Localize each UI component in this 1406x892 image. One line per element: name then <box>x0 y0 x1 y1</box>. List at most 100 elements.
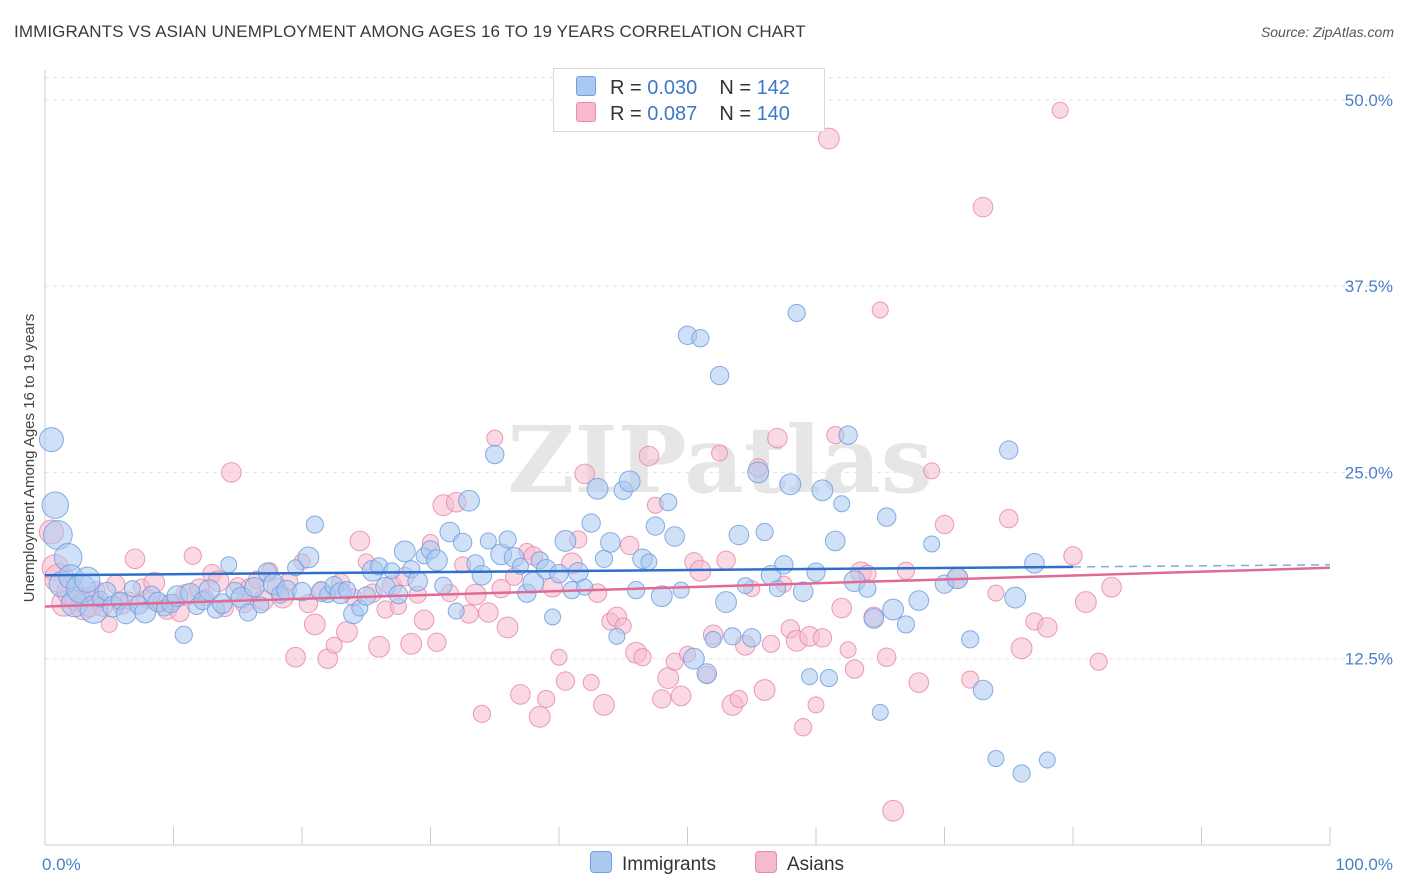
axes <box>44 70 1331 846</box>
n-value-asians: 140 <box>756 103 790 125</box>
immigrants-point <box>811 479 834 502</box>
immigrants-point <box>305 515 324 534</box>
immigrants-point <box>74 566 101 593</box>
asians-point <box>528 705 551 728</box>
immigrants-point <box>594 549 614 568</box>
immigrants-point <box>645 516 666 536</box>
immigrants-point <box>600 532 621 553</box>
asians-point <box>972 196 994 218</box>
immigrants-point <box>337 581 357 600</box>
immigrants-point <box>549 564 569 584</box>
immigrants-point <box>664 526 685 547</box>
immigrants-point <box>819 668 838 688</box>
immigrants-point <box>452 532 473 553</box>
n-label: N = <box>719 103 751 125</box>
immigrants-legend-swatch <box>590 851 612 873</box>
immigrants-point <box>38 427 64 453</box>
asians-point <box>574 463 596 485</box>
immigrants-point <box>806 562 826 582</box>
x-tick-label-min: 0.0% <box>42 855 81 874</box>
asians-point <box>817 127 840 150</box>
immigrants-point <box>485 444 505 465</box>
legend-label-asians: Asians <box>787 854 845 875</box>
immigrants-trend-line <box>44 565 1074 577</box>
immigrants-point <box>987 750 1005 768</box>
immigrants-point <box>691 329 710 348</box>
asians-point <box>496 616 519 639</box>
asians-swatch <box>576 102 596 122</box>
immigrants-point <box>41 491 69 519</box>
y-tick-label: 25.0% <box>1345 463 1393 482</box>
immigrants-point <box>871 703 889 721</box>
asians-point <box>961 670 980 689</box>
x-tick-label-max: 100.0% <box>1335 855 1393 874</box>
immigrants-point <box>650 585 673 608</box>
asians-point <box>839 641 857 659</box>
r-value-immigrants: 0.030 <box>647 77 698 99</box>
r-value-asians: 0.087 <box>647 103 698 125</box>
immigrants-point <box>723 627 742 646</box>
n-value-immigrants: 142 <box>756 77 790 99</box>
y-tick-label: 50.0% <box>1345 91 1393 110</box>
immigrants-point <box>672 581 690 599</box>
series-immigrants <box>38 303 1056 783</box>
asians-point <box>987 584 1005 602</box>
immigrants-point <box>1004 586 1027 609</box>
asians-point <box>1063 546 1083 566</box>
immigrants-point <box>833 495 851 513</box>
immigrants-point <box>972 679 994 701</box>
asians-point <box>582 674 600 692</box>
immigrants-point <box>426 549 448 572</box>
asians-point <box>999 508 1019 529</box>
immigrants-point <box>618 470 641 493</box>
asians-point <box>657 667 680 689</box>
chart-source: Source: ZipAtlas.com <box>1260 24 1394 40</box>
legend-item-immigrants: Immigrants <box>590 851 716 876</box>
immigrants-point <box>728 524 750 546</box>
immigrants-point <box>923 535 941 553</box>
immigrants-point <box>704 630 722 648</box>
immigrants-point <box>999 440 1019 460</box>
immigrants-point <box>742 628 762 648</box>
immigrants-point <box>212 593 233 614</box>
immigrants-point <box>581 513 601 533</box>
immigrants-point <box>1038 751 1056 769</box>
immigrants-point <box>447 602 465 620</box>
immigrants-point <box>961 630 980 649</box>
immigrants-point <box>383 562 401 580</box>
asians-point <box>711 444 729 462</box>
asians-point <box>831 597 853 619</box>
legend-label-immigrants: Immigrants <box>622 854 716 875</box>
immigrants-point <box>1024 553 1045 574</box>
asians-point <box>716 550 736 571</box>
asians-point <box>934 514 955 535</box>
immigrants-point <box>297 546 320 569</box>
asians-point <box>336 620 358 643</box>
asians-point <box>908 672 930 693</box>
asians-point <box>638 445 660 467</box>
legend-item-asians: Asians <box>755 851 844 876</box>
asians-point <box>285 646 306 668</box>
asians-point <box>753 679 776 701</box>
immigrants-point <box>876 507 897 527</box>
asians-point <box>794 718 813 737</box>
asians-point <box>665 652 684 671</box>
immigrants-point <box>755 522 774 542</box>
asians-point <box>882 799 904 822</box>
asians-point <box>1074 591 1097 613</box>
y-axis-title: Unemployment Among Ages 16 to 19 years <box>21 314 38 603</box>
r-label: R = <box>610 77 642 99</box>
asians-point <box>368 635 391 658</box>
asians-point <box>871 301 889 319</box>
immigrants-swatch <box>576 76 596 96</box>
y-tick-label: 37.5% <box>1345 277 1393 296</box>
asians-point <box>478 602 499 623</box>
asians-point <box>1051 101 1069 119</box>
asians-point <box>876 647 897 667</box>
asians-point <box>593 694 615 716</box>
immigrants-point <box>554 530 577 552</box>
asians-point <box>896 561 916 580</box>
asians-point <box>550 648 568 666</box>
asians-point <box>486 429 504 447</box>
